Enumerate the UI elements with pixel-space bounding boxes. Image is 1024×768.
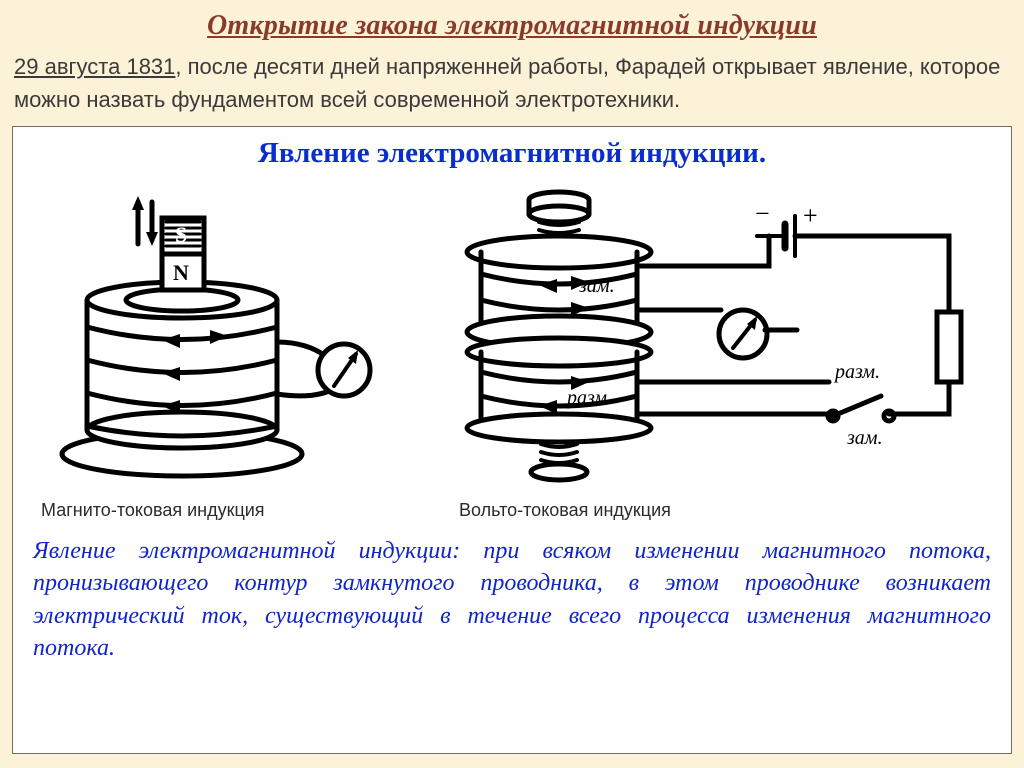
panel-title: Явление электромагнитной индукции. [27,137,997,170]
two-coil-circuit-diagram-icon: зам. разм. разм. зам. − + [429,182,989,492]
figure-right: зам. разм. разм. зам. − + Вольто-токовая… [429,182,989,521]
figures-row: S N Магнито-токовая индукция [27,182,997,521]
svg-text:зам.: зам. [846,427,883,449]
slide-title: Открытие закона электромагнитной индукци… [10,10,1014,42]
intro-text: 29 августа 1831, после десяти дней напря… [10,50,1014,122]
svg-text:разм.: разм. [565,387,612,409]
coil-magnet-diagram-icon: S N [42,182,412,492]
svg-text:разм.: разм. [833,361,880,383]
slide: Открытие закона электромагнитной индукци… [0,0,1024,768]
svg-text:N: N [173,260,189,285]
figure-left-caption: Магнито-токовая индукция [35,500,419,521]
figure-left: S N Магнито-токовая индукция [35,182,419,521]
svg-text:зам.: зам. [578,275,615,297]
svg-text:−: − [755,199,770,228]
intro-date: 29 августа 1831 [14,54,175,79]
svg-text:S: S [175,222,187,247]
definition-text: Явление электромагнитной индукции: при в… [27,521,997,665]
svg-text:+: + [803,201,818,230]
figure-right-caption: Вольто-токовая индукция [429,500,989,521]
content-panel: Явление электромагнитной индукции. [12,126,1012,754]
